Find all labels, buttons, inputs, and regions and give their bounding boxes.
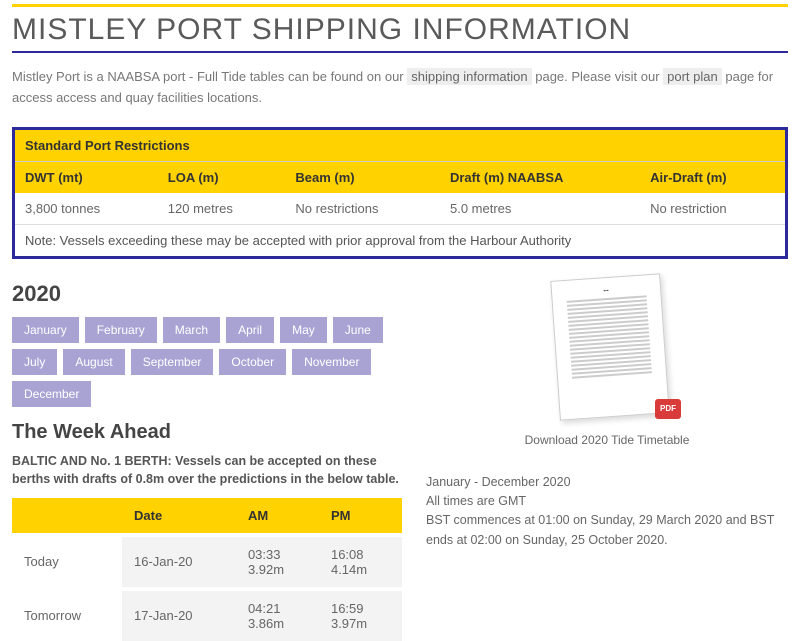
col-date: Date bbox=[122, 498, 236, 535]
month-january[interactable]: January bbox=[12, 317, 79, 343]
pdf-download[interactable]: ••• PDF bbox=[527, 275, 687, 425]
table-row: Today 16-Jan-20 03:333.92m 16:084.14m bbox=[12, 535, 402, 589]
row-pm: 16:593.97m bbox=[319, 589, 402, 641]
month-may[interactable]: May bbox=[280, 317, 327, 343]
month-picker: January February March April May June Ju… bbox=[12, 317, 402, 407]
month-november[interactable]: November bbox=[292, 349, 371, 375]
pm-height: 4.14m bbox=[331, 562, 367, 577]
col-beam: Beam (m) bbox=[285, 162, 440, 193]
col-am: AM bbox=[236, 498, 319, 535]
col-loa: LOA (m) bbox=[158, 162, 286, 193]
am-height: 3.92m bbox=[248, 562, 284, 577]
am-time: 03:33 bbox=[248, 547, 281, 562]
row-pm: 16:084.14m bbox=[319, 535, 402, 589]
tide-table: Date AM PM Today 16-Jan-20 03:333.92m 16… bbox=[12, 498, 402, 641]
col-pm: PM bbox=[319, 498, 402, 535]
restrictions-panel: Standard Port Restrictions DWT (mt) LOA … bbox=[12, 127, 788, 259]
table-row: DWT (mt) LOA (m) Beam (m) Draft (m) NAAB… bbox=[15, 162, 785, 193]
month-june[interactable]: June bbox=[333, 317, 383, 343]
month-october[interactable]: October bbox=[219, 349, 286, 375]
am-height: 3.86m bbox=[248, 616, 284, 631]
table-row: Tomorrow 17-Jan-20 04:213.86m 16:593.97m bbox=[12, 589, 402, 641]
table-row: 3,800 tonnes 120 metres No restrictions … bbox=[15, 193, 785, 224]
week-heading: The Week Ahead bbox=[12, 421, 402, 444]
month-august[interactable]: August bbox=[63, 349, 124, 375]
row-label-tomorrow: Tomorrow bbox=[12, 589, 122, 641]
info-range: January - December 2020 bbox=[426, 473, 788, 492]
row-date: 17-Jan-20 bbox=[122, 589, 236, 641]
month-july[interactable]: July bbox=[12, 349, 57, 375]
intro-mid: page. Please visit our bbox=[535, 69, 663, 84]
left-column: 2020 January February March April May Ju… bbox=[12, 275, 402, 641]
month-april[interactable]: April bbox=[226, 317, 274, 343]
sub-rule bbox=[12, 51, 788, 53]
month-february[interactable]: February bbox=[85, 317, 157, 343]
val-loa: 120 metres bbox=[158, 193, 286, 224]
info-tz: All times are GMT bbox=[426, 492, 788, 511]
year-heading: 2020 bbox=[12, 281, 402, 307]
pm-height: 3.97m bbox=[331, 616, 367, 631]
col-airdraft: Air-Draft (m) bbox=[640, 162, 785, 193]
intro-text: Mistley Port is a NAABSA port - Full Tid… bbox=[12, 67, 788, 109]
col-blank bbox=[12, 498, 122, 535]
restrictions-title: Standard Port Restrictions bbox=[15, 130, 785, 162]
restrictions-note: Note: Vessels exceeding these may be acc… bbox=[15, 224, 785, 256]
download-caption[interactable]: Download 2020 Tide Timetable bbox=[426, 433, 788, 447]
pdf-sheet-icon: ••• bbox=[550, 273, 669, 420]
page-title: MISTLEY PORT SHIPPING INFORMATION bbox=[12, 7, 788, 51]
month-december[interactable]: December bbox=[12, 381, 91, 407]
port-plan-link[interactable]: port plan bbox=[663, 68, 722, 85]
info-bst: BST commences at 01:00 on Sunday, 29 Mar… bbox=[426, 511, 788, 550]
val-dwt: 3,800 tonnes bbox=[15, 193, 158, 224]
table-row: Date AM PM bbox=[12, 498, 402, 535]
row-date: 16-Jan-20 bbox=[122, 535, 236, 589]
pdf-badge-icon: PDF bbox=[655, 399, 681, 419]
val-airdraft: No restriction bbox=[640, 193, 785, 224]
val-draft: 5.0 metres bbox=[440, 193, 640, 224]
month-september[interactable]: September bbox=[131, 349, 214, 375]
val-beam: No restrictions bbox=[285, 193, 440, 224]
row-am: 04:213.86m bbox=[236, 589, 319, 641]
month-march[interactable]: March bbox=[163, 317, 220, 343]
col-draft: Draft (m) NAABSA bbox=[440, 162, 640, 193]
intro-pre: Mistley Port is a NAABSA port - Full Tid… bbox=[12, 69, 407, 84]
col-dwt: DWT (mt) bbox=[15, 162, 158, 193]
pm-time: 16:59 bbox=[331, 601, 364, 616]
am-time: 04:21 bbox=[248, 601, 281, 616]
row-am: 03:333.92m bbox=[236, 535, 319, 589]
tide-info: January - December 2020 All times are GM… bbox=[426, 473, 788, 551]
restrictions-table: DWT (mt) LOA (m) Beam (m) Draft (m) NAAB… bbox=[15, 162, 785, 224]
right-column: ••• PDF Download 2020 Tide Timetable Jan… bbox=[426, 275, 788, 641]
shipping-info-link[interactable]: shipping information bbox=[407, 68, 531, 85]
week-note: BALTIC AND No. 1 BERTH: Vessels can be a… bbox=[12, 452, 402, 488]
pm-time: 16:08 bbox=[331, 547, 364, 562]
row-label-today: Today bbox=[12, 535, 122, 589]
